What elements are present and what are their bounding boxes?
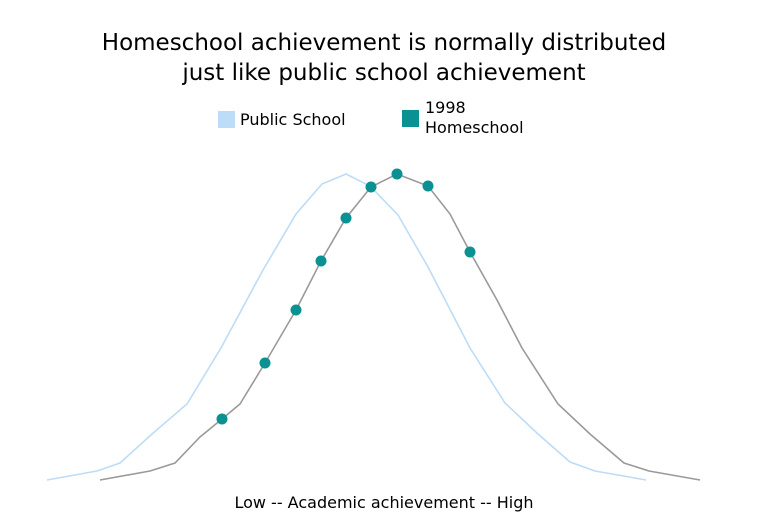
legend-swatch <box>218 111 235 128</box>
data-point <box>259 357 271 369</box>
series-line <box>99 173 701 481</box>
legend-label: Public School <box>240 110 346 129</box>
data-point <box>340 212 352 224</box>
legend-swatch <box>402 110 419 127</box>
data-point <box>290 304 302 316</box>
legend-label: 1998 Homeschool <box>425 98 524 137</box>
data-point <box>315 255 327 267</box>
data-point <box>216 413 228 425</box>
data-point <box>464 246 476 258</box>
data-point <box>391 168 403 180</box>
chart-title: Homeschool achievement is normally distr… <box>101 30 667 86</box>
data-point <box>365 181 377 193</box>
series-line <box>46 173 647 481</box>
data-point <box>422 180 434 192</box>
x-axis-label: Low -- Academic achievement -- High <box>234 493 534 512</box>
